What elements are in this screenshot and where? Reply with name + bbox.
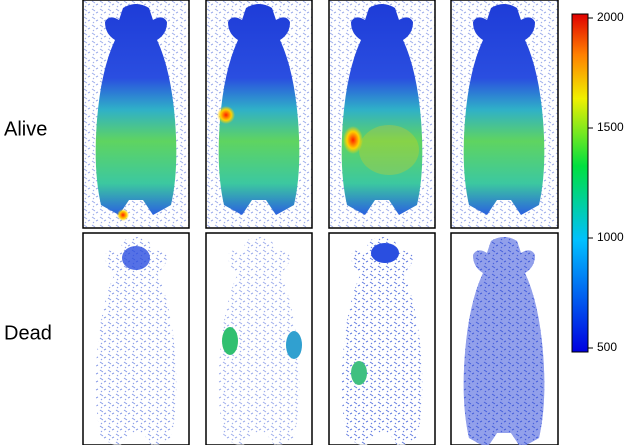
image-panel [328, 0, 436, 229]
image-panel [450, 0, 559, 229]
image-panel [450, 232, 559, 445]
colorbar-tick-label: 1000 [597, 230, 624, 244]
colorbar-tick-label: 500 [597, 340, 617, 354]
image-grid [82, 0, 559, 445]
colorbar-tick-label: 2000 [597, 10, 624, 24]
image-panel [205, 0, 313, 229]
colorbar [571, 13, 589, 353]
colorbar-tick-label: 1500 [597, 120, 624, 134]
row-label: Alive [4, 118, 47, 140]
row-label: Dead [4, 322, 52, 344]
image-panel [328, 232, 436, 445]
image-panel [205, 232, 313, 445]
image-panel [82, 232, 190, 445]
image-panel [82, 0, 190, 229]
